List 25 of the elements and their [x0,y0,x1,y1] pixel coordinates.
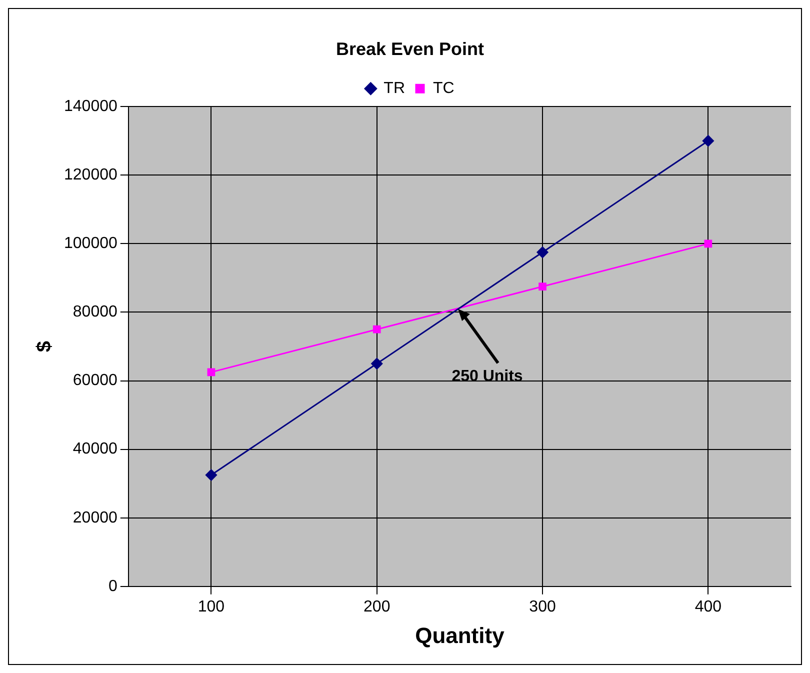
point [702,135,714,147]
y-tick-label: 80000 [72,304,118,321]
legend-label: TR [384,80,405,98]
point [704,240,712,248]
x-tick-label: 100 [198,598,225,616]
y-tick-label: 140000 [64,98,118,116]
point [371,358,383,370]
y-tick-label: 60000 [72,372,118,390]
point [536,246,548,258]
point [538,282,546,290]
y-tick-label: 0 [108,578,118,595]
chart-title: Break Even Point [336,38,484,59]
y-tick-label: 20000 [72,509,118,526]
x-tick-label: 400 [694,598,722,616]
y-tick-label: 120000 [64,166,118,184]
x-tick-label: 200 [364,598,390,616]
x-tick-label: 300 [529,598,556,616]
x-axis-title: Quantity [415,622,506,648]
y-axis-title: $ [34,340,56,352]
y-tick-label: 40000 [72,440,118,458]
point [207,368,216,376]
point [372,325,381,334]
legend-label: TC [433,80,454,98]
y-tick-label: 100000 [64,235,118,252]
point [205,469,217,481]
